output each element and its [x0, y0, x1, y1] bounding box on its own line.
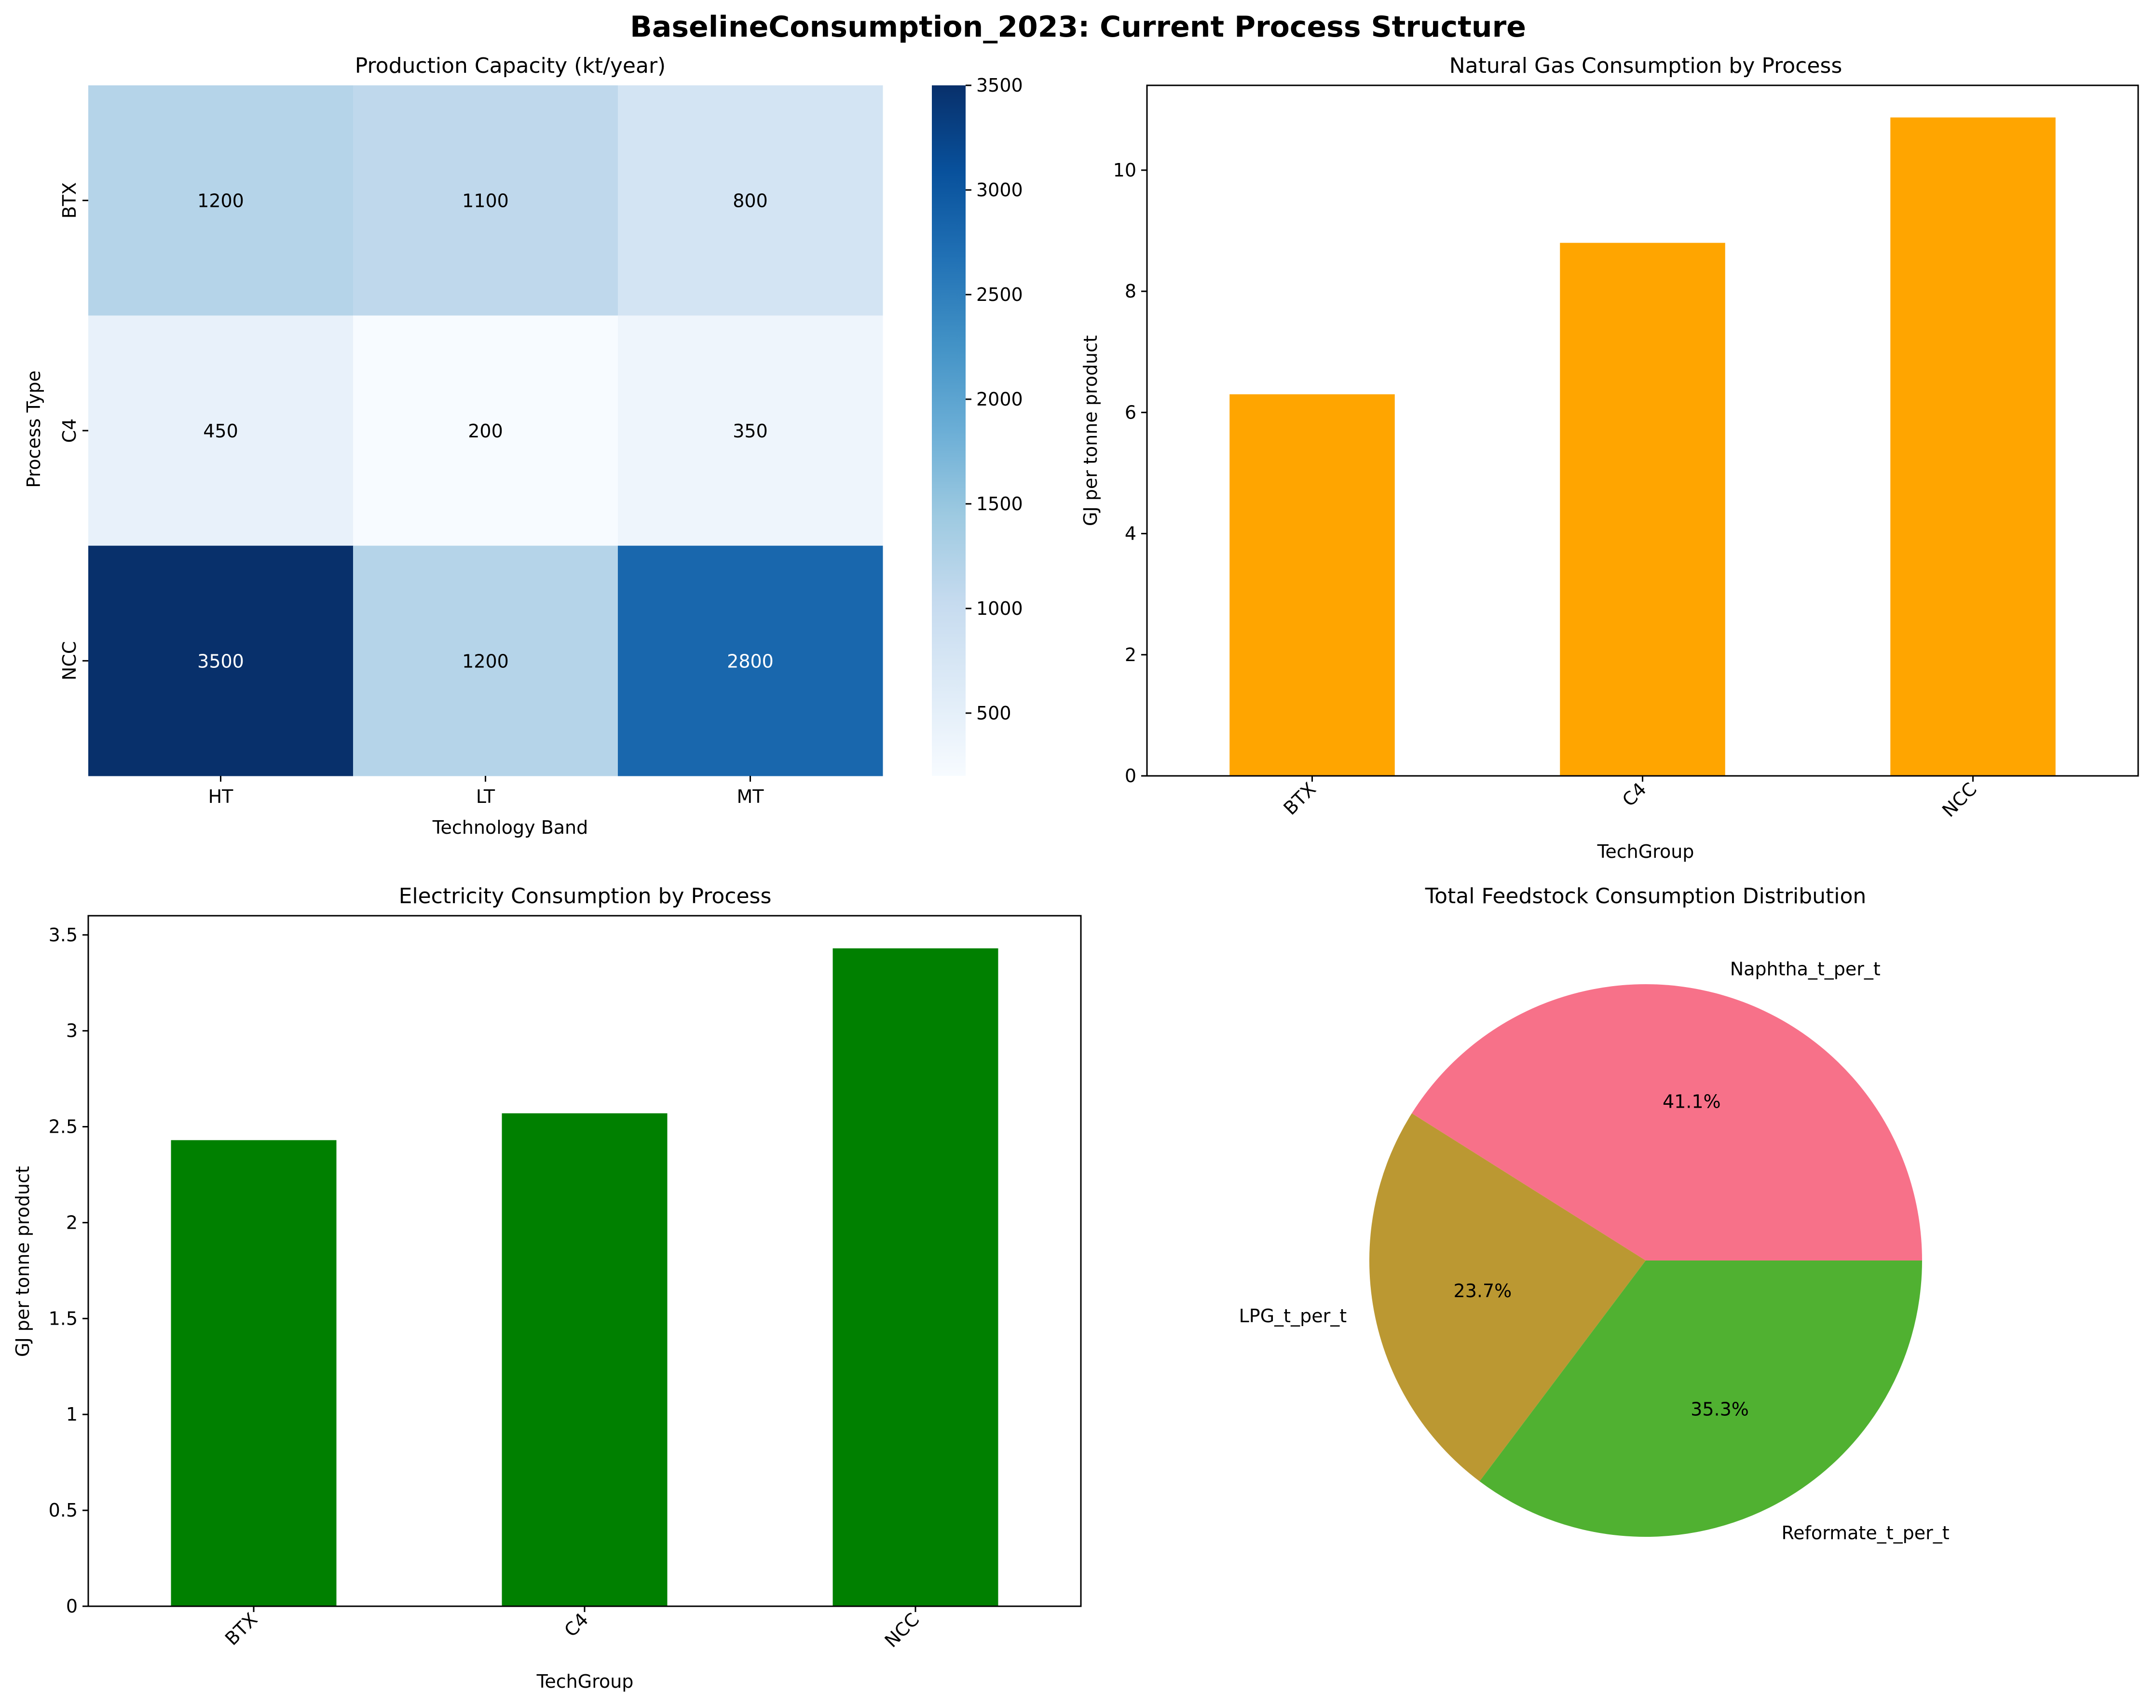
natural-gas-y-tick-label: 8	[1125, 281, 1136, 302]
electricity-y-tick-label: 2	[66, 1212, 78, 1233]
colorbar-tick-label: 3000	[976, 179, 1023, 201]
heatmap-cell-label: 1100	[462, 190, 509, 212]
pie-slice-label: LPG_t_per_t	[1239, 1305, 1347, 1327]
heatmap-cell-label: 2800	[727, 651, 774, 672]
heatmap-x-tick-label: HT	[208, 786, 234, 807]
heatmap-y-tick-label: BTX	[59, 182, 80, 218]
natural-gas-panel: Natural Gas Consumption by Process 0 2 4 6 8…	[1080, 54, 2139, 862]
electricity-x-tick-label: BTX	[221, 1609, 261, 1649]
heatmap-x-tick-label: LT	[476, 786, 495, 807]
electricity-y-tick-label: 0.5	[49, 1500, 78, 1521]
colorbar-tick-label: 3500	[976, 75, 1023, 96]
pie-percent-label: 41.1%	[1663, 1091, 1721, 1112]
colorbar-tick-label: 2000	[976, 389, 1023, 410]
natural-gas-title: Natural Gas Consumption by Process	[1449, 54, 1842, 78]
electricity-x-tick-label: C4	[560, 1609, 592, 1641]
electricity-ylabel: GJ per tonne product	[12, 1166, 33, 1357]
electricity-y-tick-label: 3	[66, 1020, 78, 1042]
electricity-xlabel: TechGroup	[536, 1671, 634, 1692]
pie-percent-label: 35.3%	[1691, 1399, 1749, 1420]
heatmap-title: Production Capacity (kt/year)	[355, 54, 666, 78]
heatmap-cell-label: 1200	[197, 190, 244, 212]
heatmap-cell	[88, 545, 354, 776]
electricity-bar	[171, 1140, 337, 1606]
heatmap-cells: 1200 1100 800 450 200 350 3500 1200 2800	[88, 85, 883, 776]
heatmap-x-tick-label: MT	[737, 786, 764, 807]
natural-gas-y-tick-label: 0	[1125, 765, 1136, 786]
pie-plot: 41.1% Naphtha_t_per_t 23.7% LPG_t_per_t 35.3…	[1239, 958, 1950, 1544]
heatmap-cell-label: 1200	[462, 651, 509, 672]
natural-gas-x-tick-label: C4	[1618, 778, 1651, 811]
heatmap-cell	[88, 85, 354, 316]
heatmap-ylabel: Process Type	[23, 370, 44, 488]
electricity-y-tick-label: 3.5	[49, 924, 78, 946]
pie-slice	[1369, 1113, 1646, 1481]
pie-title: Total Feedstock Consumption Distribution	[1425, 884, 1867, 908]
natural-gas-bar	[1560, 243, 1725, 776]
pie-slice	[1412, 984, 1922, 1261]
pie-slice	[1479, 1261, 1922, 1537]
natural-gas-x-tick-label: BTX	[1279, 778, 1320, 819]
heatmap-cell	[353, 85, 618, 316]
colorbar-ticks: 500 1000 1500 2000 2500 3000 3500	[966, 75, 1023, 724]
natural-gas-plot: 0 2 4 6 8 10 BTX C4 NCC	[1113, 84, 2139, 821]
heatmap-panel: Production Capacity (kt/year) 1200 1100 80…	[23, 54, 1023, 838]
natural-gas-x-tick-label: NCC	[1938, 778, 1981, 821]
heatmap-y-tick-label: NCC	[59, 641, 80, 681]
colorbar	[932, 85, 966, 776]
feedstock-pie-panel: Total Feedstock Consumption Distribution…	[1239, 884, 1950, 1544]
natural-gas-y-tick-label: 4	[1125, 523, 1136, 544]
natural-gas-xlabel: TechGroup	[1597, 841, 1694, 862]
heatmap-cell-label: 350	[733, 420, 768, 442]
heatmap-cell-label: 800	[733, 190, 768, 212]
natural-gas-y-tick-label: 2	[1125, 644, 1136, 665]
electricity-y-tick-label: 0	[66, 1596, 78, 1617]
heatmap-cell	[88, 315, 354, 546]
pie-slice-label: Reformate_t_per_t	[1781, 1522, 1949, 1544]
electricity-y-tick-label: 1	[66, 1404, 78, 1425]
heatmap-cell	[353, 315, 618, 546]
electricity-panel: Electricity Consumption by Process 0 0.5 1…	[12, 884, 1082, 1692]
electricity-bar	[832, 948, 998, 1606]
heatmap-cell	[618, 85, 883, 316]
colorbar-tick-label: 500	[976, 703, 1011, 724]
colorbar-tick-label: 1500	[976, 493, 1023, 515]
figure-title: BaselineConsumption_2023: Current Proces…	[630, 10, 1526, 44]
heatmap-y-tick-label: C4	[59, 419, 80, 443]
heatmap-cell	[353, 545, 618, 776]
natural-gas-y-tick-label: 10	[1113, 160, 1136, 181]
electricity-plot: 0 0.5 1 1.5 2 2.5 3 3.5 BTX C4 NCC	[49, 915, 1082, 1652]
electricity-y-tick-label: 2.5	[49, 1116, 78, 1138]
natural-gas-axes-frame	[1146, 84, 2139, 777]
natural-gas-bar	[1890, 117, 2056, 776]
electricity-title: Electricity Consumption by Process	[399, 884, 772, 908]
natural-gas-bar	[1229, 394, 1395, 776]
heatmap-cell-label: 3500	[197, 651, 244, 672]
heatmap-cell	[618, 315, 883, 546]
heatmap-cell-label: 200	[468, 420, 503, 442]
pie-slice-label: Naphtha_t_per_t	[1730, 958, 1881, 979]
heatmap-cell-label: 450	[203, 420, 238, 442]
electricity-y-tick-label: 1.5	[49, 1308, 78, 1329]
natural-gas-ylabel: GJ per tonne product	[1080, 335, 1101, 526]
electricity-axes-frame	[87, 915, 1082, 1607]
electricity-bar	[502, 1113, 668, 1606]
electricity-x-tick-label: NCC	[881, 1609, 924, 1652]
colorbar-tick-label: 1000	[976, 598, 1023, 619]
heatmap-xlabel: Technology Band	[432, 817, 588, 838]
heatmap-cell	[618, 545, 883, 776]
heatmap-ticks: HT LT MT BTX C4 NCC	[59, 182, 764, 807]
natural-gas-y-tick-label: 6	[1125, 402, 1136, 423]
colorbar-tick-label: 2500	[976, 284, 1023, 305]
pie-percent-label: 23.7%	[1454, 1280, 1512, 1301]
